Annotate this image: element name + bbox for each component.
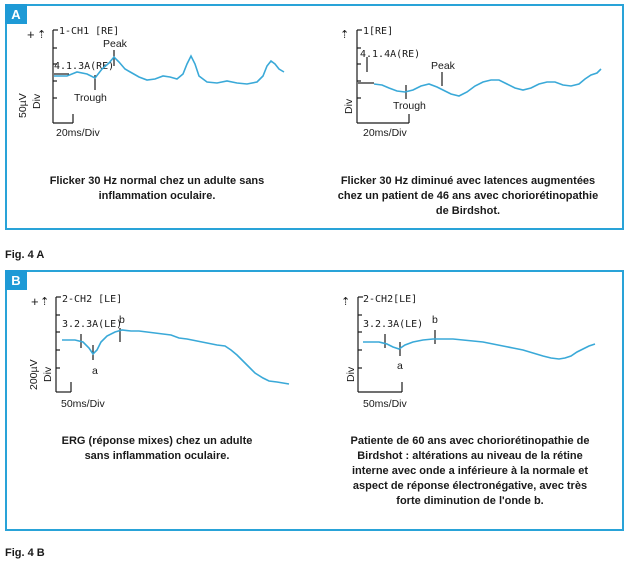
wave-a-label: a [92, 365, 98, 377]
y-div-label: Div [343, 98, 355, 114]
panel-a-badge: A [5, 4, 27, 24]
arrow-icon: ⇡ [341, 296, 350, 308]
panel-a: A + ⇡ 1-CH1 [RE] 4.1.3A(RE) Peak Trough … [5, 4, 624, 230]
channel-label: 1[RE] [363, 26, 393, 37]
waveform [54, 54, 285, 85]
trough-label: Trough [393, 100, 426, 112]
y-div-label: Div [31, 93, 43, 109]
trace-b-right: ⇡ 2-CH2[LE] 3.2.3A(LE) b a Div 50ms/Div [341, 294, 596, 410]
caption-a-right: Flicker 30 Hz diminué avec latences augm… [319, 174, 617, 219]
caption-line: inflammation oculaire. [98, 190, 216, 202]
trace-b-left: + ⇡ 2-CH2 [LE] 3.2.3A(LE) b a 200µV Div … [28, 294, 290, 410]
marker-label: 4.1.4A(RE) [360, 49, 420, 60]
panel-b: B + ⇡ 2-CH2 [LE] 3.2.3A(LE) b a 200µV Di… [5, 270, 624, 531]
y-scale-label: 50µV [17, 93, 29, 118]
y-div-label: Div [345, 366, 357, 382]
caption-line: forte diminution de l'onde b. [396, 495, 544, 507]
arrow-icon: ⇡ [340, 29, 349, 41]
plus-symbol: + [27, 27, 35, 42]
marker-label: 3.2.3A(LE) [62, 319, 122, 330]
wave-a-label: a [397, 360, 403, 372]
caption-line: aspect de réponse électronégative, avec … [352, 480, 588, 492]
x-scale-label: 20ms/Div [56, 127, 101, 139]
caption-a-left: Flicker 30 Hz normal chez un adulte sans… [12, 174, 302, 204]
arrow-icon: ⇡ [40, 296, 49, 308]
y-scale-label: 200µV [28, 359, 40, 390]
marker-label: 3.2.3A(LE) [363, 319, 423, 330]
channel-label: 2-CH2 [LE] [62, 294, 122, 305]
waveform [373, 68, 602, 97]
peak-label: Peak [431, 60, 456, 72]
waveform [363, 338, 596, 360]
trace-a-left: + ⇡ 1-CH1 [RE] 4.1.3A(RE) Peak Trough 50… [17, 26, 285, 139]
channel-label: 1-CH1 [RE] [59, 26, 119, 37]
caption-line: sans inflammation oculaire. [84, 450, 230, 462]
panel-b-badge: B [5, 270, 27, 290]
fig-4b-label: Fig. 4 B [5, 547, 45, 559]
plus-symbol: + [31, 294, 39, 309]
trace-a-right: ⇡ 1[RE] 4.1.4A(RE) Peak Trough Div 20ms/… [340, 26, 602, 139]
caption-line: ERG (réponse mixes) chez un adulte [61, 435, 253, 447]
caption-line: Birdshot : altérations au niveau de la r… [357, 450, 583, 462]
peak-label: Peak [103, 38, 128, 50]
x-scale-label: 50ms/Div [363, 398, 408, 410]
caption-b-right: Patiente de 60 ans avec choriorétinopath… [325, 434, 615, 509]
fig-4a-label: Fig. 4 A [5, 249, 45, 261]
arrow-icon: ⇡ [37, 29, 46, 41]
trough-label: Trough [74, 92, 107, 104]
caption-line: interne avec onde a inférieure à la norm… [352, 465, 588, 477]
caption-line: de Birdshot. [435, 205, 501, 217]
caption-b-left: ERG (réponse mixes) chez un adulte sans … [12, 434, 302, 464]
x-scale-label: 50ms/Div [61, 398, 106, 410]
waveform [62, 329, 290, 385]
x-scale-label: 20ms/Div [363, 127, 408, 139]
y-div-label: Div [42, 366, 54, 382]
wave-b-label: b [432, 314, 438, 326]
marker-label: 4.1.3A(RE) [54, 61, 114, 72]
caption-line: Flicker 30 Hz diminué avec latences augm… [340, 175, 596, 187]
wave-b-label: b [119, 314, 125, 326]
caption-line: chez un patient de 46 ans avec choriorét… [337, 190, 599, 202]
channel-label: 2-CH2[LE] [363, 294, 417, 305]
caption-line: Patiente de 60 ans avec choriorétinopath… [350, 435, 590, 447]
caption-line: Flicker 30 Hz normal chez un adulte sans [49, 175, 265, 187]
